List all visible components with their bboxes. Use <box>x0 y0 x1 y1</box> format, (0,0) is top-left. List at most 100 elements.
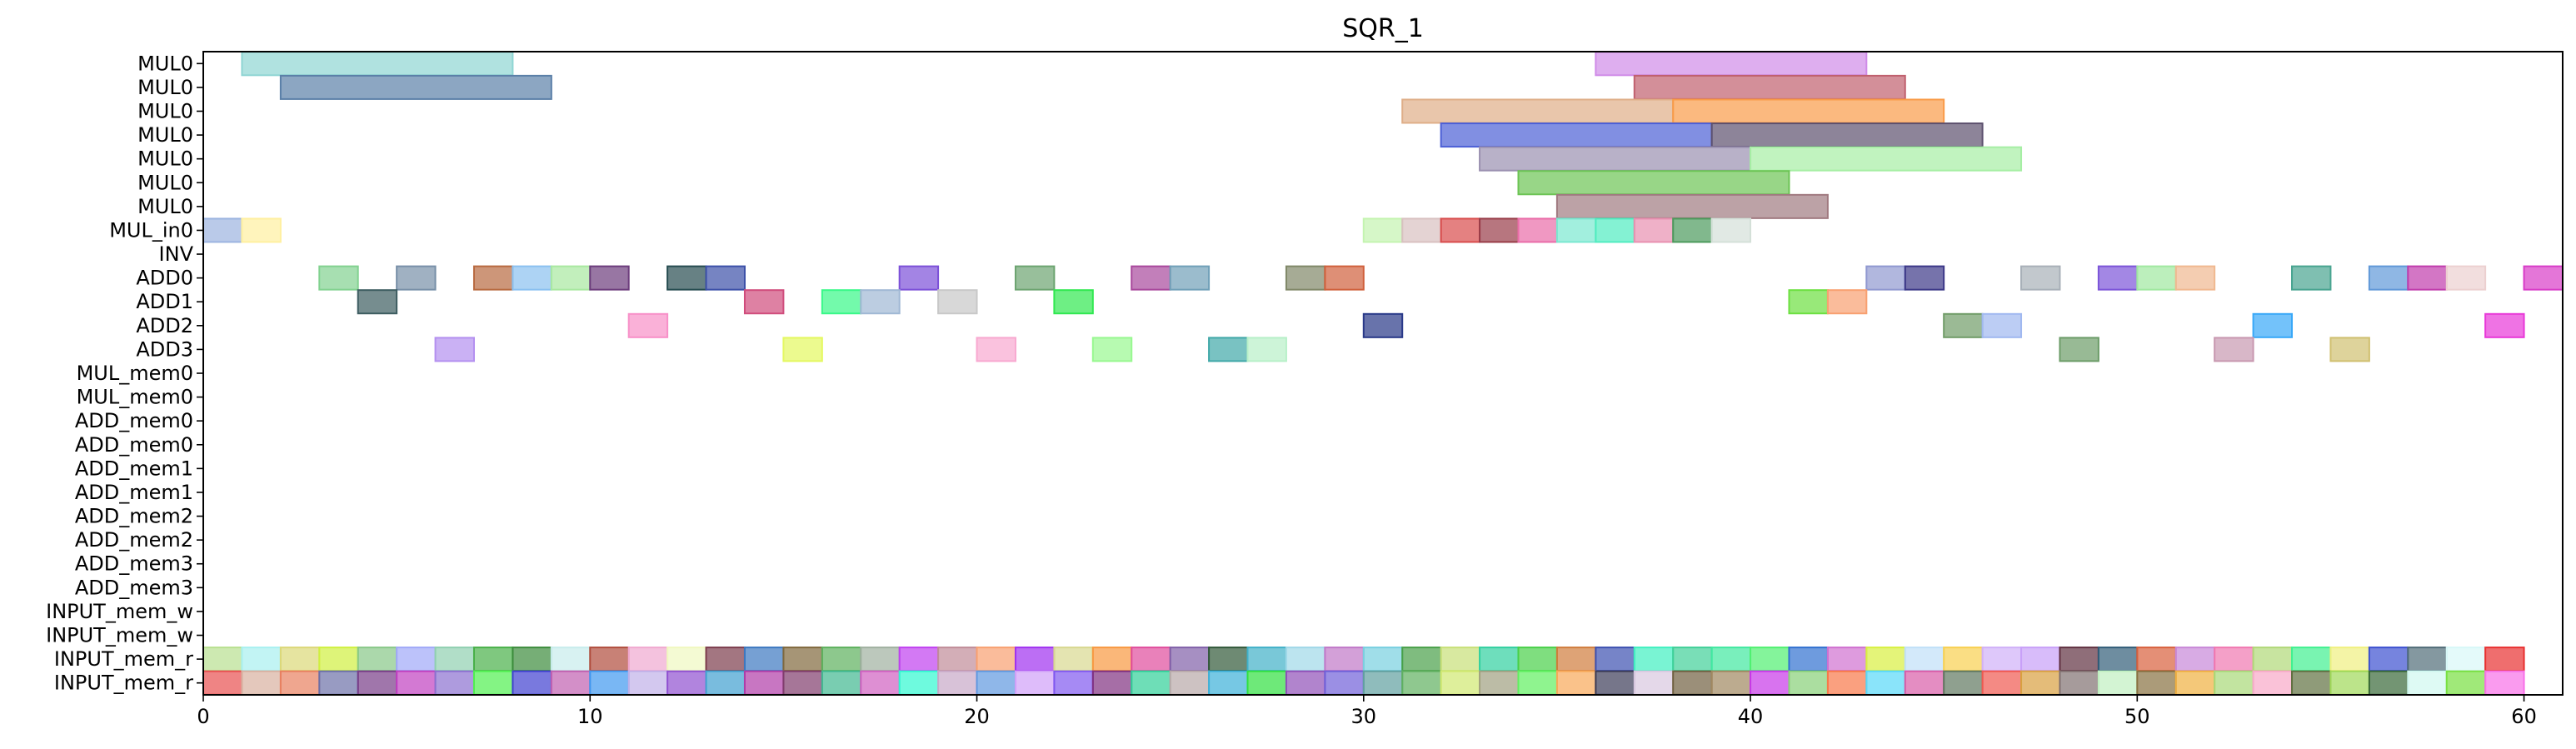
bar-row25-58 <box>2445 647 2487 672</box>
bar-row9-5 <box>589 265 630 291</box>
bar-row9-9 <box>1014 265 1056 291</box>
row-label: ADD_mem1 <box>75 457 193 480</box>
bar-row26-54 <box>2291 670 2332 696</box>
bar-row26-30 <box>1362 670 1404 696</box>
bar-row26-34 <box>1517 670 1558 696</box>
bar-row26-20 <box>976 670 1016 696</box>
bar-row7-6 <box>1517 217 1558 243</box>
bar-row25-24 <box>1131 647 1171 672</box>
row-label: MUL_mem0 <box>77 386 193 409</box>
bar-row25-21 <box>1014 647 1056 672</box>
bar-row9-10 <box>1131 265 1171 291</box>
bar-row9-14 <box>1865 265 1906 291</box>
bar-row9-13 <box>1324 265 1365 291</box>
bar-row26-40 <box>1750 670 1790 696</box>
bar-row25-23 <box>1091 647 1133 672</box>
bar-row26-35 <box>1555 670 1597 696</box>
bar-row7-3 <box>1401 217 1442 243</box>
bar-row7-7 <box>1555 217 1597 243</box>
bar-row26-46 <box>1981 670 2023 696</box>
bar-row12-4 <box>1208 337 1249 362</box>
bar-row26-39 <box>1710 670 1752 696</box>
row-label: INV <box>159 242 194 266</box>
bar-row12-6 <box>2059 337 2099 362</box>
bar-row26-53 <box>2252 670 2294 696</box>
bar-row26-10 <box>589 670 630 696</box>
row-label: ADD_mem0 <box>75 433 193 457</box>
bar-row1-0 <box>279 74 552 100</box>
bar-row26-44 <box>1904 670 1945 696</box>
bar-row25-40 <box>1750 647 1790 672</box>
bar-row4-1 <box>1750 146 2023 172</box>
bar-row26-43 <box>1865 670 1906 696</box>
bar-row9-1 <box>396 265 437 291</box>
bar-row9-11 <box>1169 265 1211 291</box>
bar-row26-16 <box>821 670 862 696</box>
bar-row9-8 <box>898 265 940 291</box>
bar-row26-49 <box>2097 670 2139 696</box>
bar-row25-53 <box>2252 647 2294 672</box>
bar-row26-45 <box>1943 670 1984 696</box>
bar-row7-10 <box>1672 217 1713 243</box>
bar-row25-20 <box>976 647 1016 672</box>
row-label: ADD_mem0 <box>75 409 193 432</box>
bar-row26-29 <box>1324 670 1365 696</box>
bar-row26-0 <box>202 670 243 696</box>
bar-row11-0 <box>627 312 669 338</box>
bar-row0-1 <box>1595 51 1868 77</box>
bar-row0-0 <box>241 51 514 77</box>
bar-row1-1 <box>1633 74 1906 100</box>
bar-row26-18 <box>898 670 940 696</box>
bar-row26-31 <box>1401 670 1442 696</box>
bar-row26-36 <box>1595 670 1635 696</box>
bar-row26-15 <box>782 670 823 696</box>
bar-row26-22 <box>1053 670 1094 696</box>
plot-frame <box>202 51 2564 696</box>
bar-row25-41 <box>1788 647 1829 672</box>
bar-row12-0 <box>434 337 475 362</box>
bar-row26-5 <box>396 670 437 696</box>
bar-row26-55 <box>2329 670 2370 696</box>
bar-row12-7 <box>2214 337 2254 362</box>
bar-row25-19 <box>937 647 978 672</box>
row-label: ADD_mem2 <box>75 528 193 552</box>
x-tick-label: 20 <box>964 705 990 728</box>
x-tick-label: 10 <box>577 705 603 728</box>
bar-row25-13 <box>705 647 746 672</box>
bar-row10-2 <box>821 289 862 315</box>
bar-row25-32 <box>1440 647 1481 672</box>
bar-row25-55 <box>2329 647 2370 672</box>
row-label: MUL_in0 <box>109 218 193 242</box>
bar-row10-3 <box>860 289 901 315</box>
bar-row7-4 <box>1440 217 1481 243</box>
row-label: MUL0 <box>137 123 193 147</box>
bar-row26-17 <box>860 670 901 696</box>
bar-row26-59 <box>2484 670 2525 696</box>
bar-row9-22 <box>2407 265 2448 291</box>
x-tick-label: 30 <box>1351 705 1377 728</box>
bar-row25-43 <box>1865 647 1906 672</box>
bar-row10-4 <box>937 289 978 315</box>
bar-row25-25 <box>1169 647 1211 672</box>
row-label: ADD3 <box>136 337 193 361</box>
bar-row25-57 <box>2407 647 2448 672</box>
bar-row25-37 <box>1633 647 1675 672</box>
bar-row26-2 <box>279 670 321 696</box>
bar-row25-54 <box>2291 647 2332 672</box>
bar-row25-48 <box>2059 647 2099 672</box>
bar-row25-17 <box>860 647 901 672</box>
bar-row25-30 <box>1362 647 1404 672</box>
bar-row25-7 <box>472 647 514 672</box>
bar-row11-2 <box>1943 312 1984 338</box>
bar-row9-17 <box>2097 265 2139 291</box>
bar-row10-0 <box>357 289 398 315</box>
bar-row25-2 <box>279 647 321 672</box>
bar-row6-0 <box>1555 193 1829 219</box>
bar-row26-1 <box>241 670 282 696</box>
bar-row25-10 <box>589 647 630 672</box>
bar-row26-3 <box>318 670 359 696</box>
bar-row26-48 <box>2059 670 2099 696</box>
row-label: ADD0 <box>136 267 193 290</box>
bar-row25-26 <box>1208 647 1249 672</box>
